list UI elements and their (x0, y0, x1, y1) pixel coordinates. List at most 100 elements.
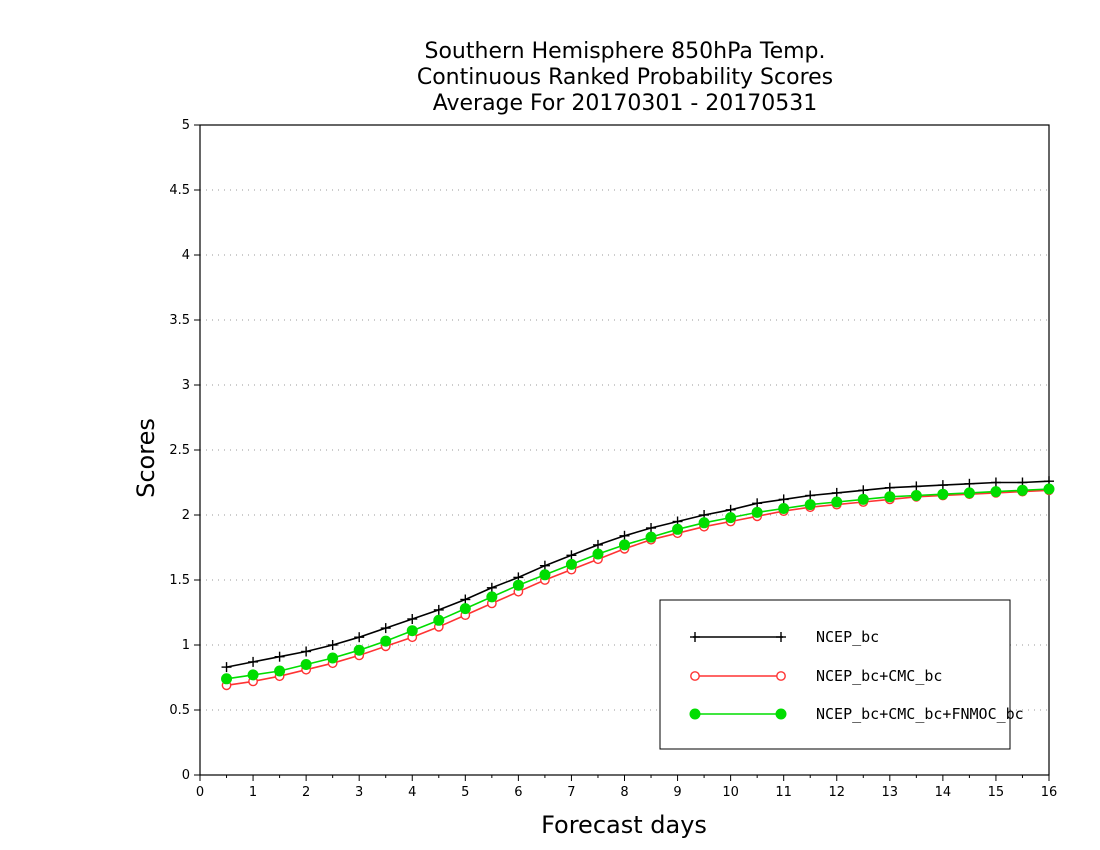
x-tick-label: 10 (722, 785, 739, 800)
y-tick-label: 4 (182, 248, 190, 263)
data-point (354, 632, 365, 643)
data-point (512, 579, 524, 591)
data-point (619, 539, 630, 551)
x-tick-label: 0 (196, 785, 204, 800)
data-point (858, 485, 869, 496)
data-point (725, 512, 737, 524)
data-point (619, 530, 630, 541)
x-tick-label: 14 (935, 785, 952, 800)
data-point (804, 499, 816, 511)
legend-marker (775, 708, 787, 720)
y-tick-label: 1.5 (169, 573, 190, 588)
x-tick-label: 7 (567, 785, 575, 800)
y-tick-label: 3.5 (169, 313, 190, 328)
data-point (672, 523, 684, 535)
legend-item-1: NCEP_bc (690, 628, 879, 646)
y-tick-label: 2 (182, 508, 190, 523)
legend-box (659, 599, 1011, 750)
legend-marker (690, 671, 700, 681)
data-point (1043, 483, 1055, 495)
data-point (646, 523, 657, 533)
title-line-3: Average For 20170301 - 20170531 (433, 91, 818, 116)
data-point (539, 560, 550, 571)
x-tick-label: 11 (775, 785, 792, 800)
legend-label: NCEP_bc+CMC_bc (816, 667, 942, 685)
data-point (805, 490, 816, 501)
data-point (459, 603, 471, 615)
data-point (406, 625, 418, 637)
data-point (990, 486, 1002, 498)
data-point (884, 491, 896, 503)
data-point (1016, 484, 1028, 496)
data-point (990, 477, 1001, 488)
legend-item-2: NCEP_bc+CMC_bc (690, 667, 942, 685)
data-point (937, 488, 949, 500)
data-point (433, 614, 445, 626)
data-point (486, 591, 498, 603)
legend: NCEP_bc NCEP_bc+CMC_bc NCEP_bc+CMC_bc+FNMO… (659, 599, 1024, 750)
data-point (247, 669, 259, 681)
data-point (460, 594, 471, 605)
data-point (937, 480, 948, 491)
data-point (274, 651, 285, 662)
data-point (778, 503, 790, 514)
data-point (566, 550, 577, 561)
legend-label: NCEP_bc (816, 628, 879, 646)
data-point (248, 656, 259, 667)
x-tick-label: 9 (673, 785, 681, 800)
x-axis-label: Forecast days (541, 811, 707, 839)
data-point (752, 498, 763, 509)
data-point (327, 640, 338, 650)
x-tick-label: 16 (1041, 785, 1058, 800)
data-point (274, 665, 286, 677)
y-tick-label: 0 (182, 768, 190, 783)
x-tick-label: 1 (249, 785, 257, 800)
data-point (221, 673, 233, 685)
data-point (539, 569, 551, 581)
x-tick-label: 3 (355, 785, 363, 800)
y-axis: 0 0.5 1 1.5 2 2.5 3 3.5 4 4.5 5 (169, 118, 200, 783)
data-point (327, 652, 339, 664)
data-point (778, 494, 789, 505)
data-point (407, 614, 418, 624)
data-point (221, 662, 232, 673)
data-point (433, 604, 444, 615)
x-tick-label: 5 (461, 785, 469, 800)
y-tick-label: 2.5 (169, 443, 190, 458)
data-point (831, 487, 842, 498)
y-tick-label: 5 (182, 118, 190, 133)
title-line-2: Continuous Ranked Probability Scores (417, 65, 833, 90)
y-axis-label: Scores (132, 418, 160, 498)
data-point (353, 644, 365, 656)
data-point (565, 558, 577, 570)
data-point (884, 482, 895, 493)
x-tick-label: 15 (988, 785, 1005, 800)
data-point (592, 539, 603, 550)
x-tick-label: 2 (302, 785, 310, 800)
series-1 (221, 476, 1054, 673)
series-layer (221, 476, 1055, 691)
data-point (300, 659, 312, 670)
data-point (751, 506, 763, 518)
legend-marker (689, 708, 701, 720)
data-point (645, 531, 657, 543)
data-point (831, 496, 843, 508)
data-point (380, 635, 392, 647)
x-tick-label: 12 (828, 785, 845, 800)
data-point (964, 478, 975, 489)
x-tick-label: 13 (882, 785, 899, 800)
data-point (857, 493, 869, 505)
series-3 (221, 483, 1055, 685)
y-tick-label: 0.5 (169, 703, 190, 718)
data-point (963, 487, 975, 499)
y-tick-label: 4.5 (169, 183, 190, 198)
data-point (301, 646, 312, 657)
x-tick-label: 4 (408, 785, 416, 800)
x-tick-label: 6 (514, 785, 522, 800)
data-point (592, 548, 604, 560)
legend-marker (776, 671, 786, 681)
data-point (698, 517, 710, 529)
x-tick-label: 8 (620, 785, 628, 800)
data-point (910, 490, 922, 501)
